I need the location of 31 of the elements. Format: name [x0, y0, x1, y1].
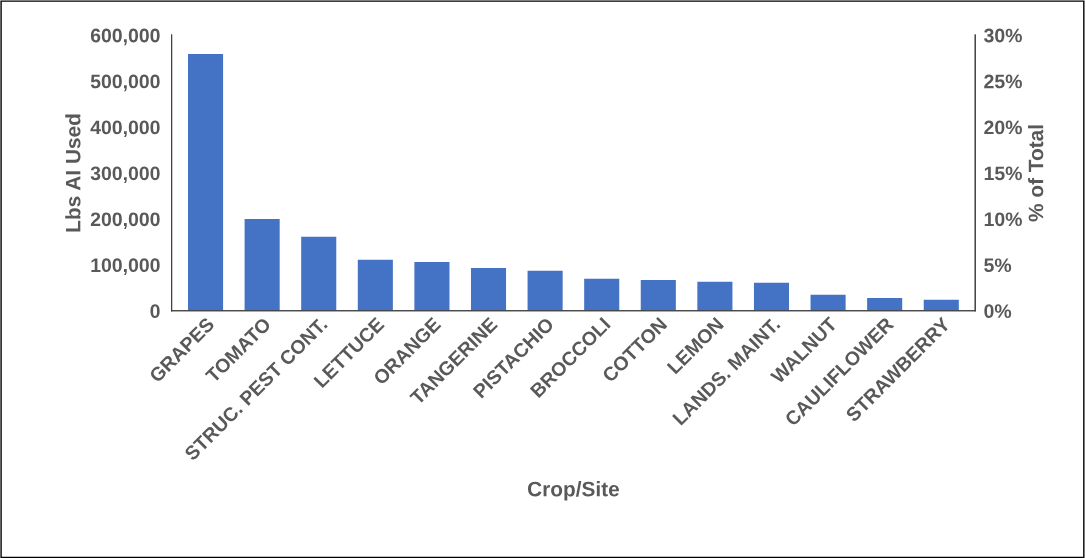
- bar: [867, 297, 903, 311]
- y2-tick-label: 30%: [984, 28, 1022, 43]
- y-tick-label: 200,000: [90, 212, 160, 229]
- y2-tick-label: 10%: [984, 212, 1022, 227]
- bar: [301, 236, 337, 311]
- y2-tick-label: 20%: [984, 120, 1022, 135]
- y2-axis-title: % of Total: [1028, 125, 1044, 222]
- y-tick-label: 400,000: [90, 120, 160, 138]
- y-tick-label: 0: [150, 304, 160, 319]
- y2-tick-label: 15%: [984, 166, 1022, 181]
- bar: [527, 270, 563, 311]
- x-axis-title: Crop/Site: [527, 481, 619, 501]
- bar: [470, 268, 507, 311]
- bar: [584, 278, 620, 311]
- y-axis-title: Lbs AI Used: [65, 114, 81, 232]
- bar: [810, 294, 846, 311]
- bar: [753, 282, 790, 311]
- bar: [357, 259, 393, 311]
- y-tick-label: 500,000: [90, 74, 160, 92]
- bar: [244, 218, 280, 311]
- y-tick-label: 100,000: [91, 258, 160, 275]
- bar: [923, 299, 959, 311]
- y2-tick-label: 25%: [984, 74, 1022, 89]
- bar: [188, 53, 224, 311]
- bar: [640, 280, 676, 311]
- y-tick-label: 300,000: [90, 166, 160, 184]
- y2-tick-label: 5%: [984, 258, 1012, 273]
- y2-tick-label: 0%: [984, 304, 1012, 319]
- bar: [414, 262, 450, 311]
- y-tick-label: 600,000: [90, 28, 160, 46]
- bar: [697, 281, 733, 311]
